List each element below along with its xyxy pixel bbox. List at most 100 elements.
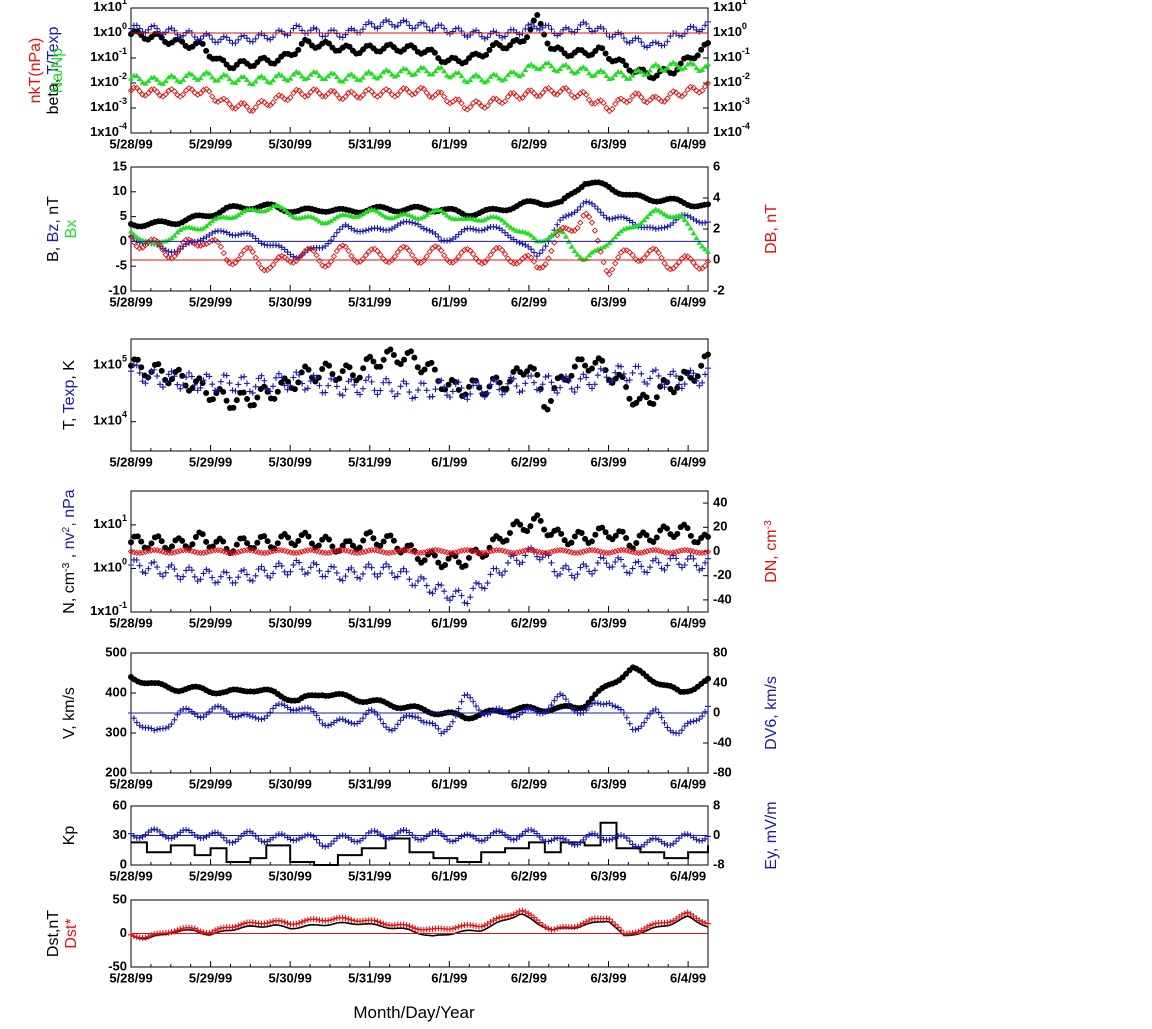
- data-point: [522, 706, 529, 713]
- data-point: [275, 560, 282, 567]
- y2-tick-label-kp-2: 8: [713, 797, 720, 812]
- data-point: [577, 564, 584, 571]
- data-point: [377, 226, 384, 233]
- data-point: [368, 564, 375, 571]
- data-point: [649, 63, 656, 69]
- data-point: [326, 536, 333, 543]
- data-point: [151, 366, 158, 373]
- data-point: [252, 104, 259, 111]
- data-point: [206, 70, 213, 76]
- data-point: [678, 213, 685, 219]
- data-point: [626, 97, 633, 104]
- data-point: [336, 391, 343, 398]
- data-point: [325, 917, 332, 924]
- data-point: [397, 87, 404, 95]
- y2-axis-label-bfield: DB, nT: [763, 204, 780, 254]
- data-point: [235, 713, 242, 720]
- data-point: [325, 90, 332, 97]
- data-point: [194, 713, 201, 720]
- data-point: [426, 227, 433, 234]
- x-tick-label-kp-4: 6/1/99: [431, 868, 467, 883]
- data-point: [568, 840, 575, 847]
- data-point: [473, 579, 480, 586]
- data-point: [620, 214, 627, 221]
- data-point: [206, 548, 213, 555]
- data-point: [168, 368, 175, 375]
- data-point: [661, 384, 668, 391]
- data-point: [530, 258, 538, 265]
- data-point: [261, 377, 268, 384]
- data-point: [397, 827, 404, 834]
- data-point: [612, 921, 619, 928]
- data-point: [165, 929, 172, 936]
- data-point: [409, 924, 416, 931]
- data-point: [658, 381, 665, 388]
- data-point: [287, 94, 294, 101]
- data-point: [702, 835, 709, 842]
- data-point: [481, 79, 488, 85]
- data-point: [211, 236, 219, 244]
- data-point: [252, 383, 259, 390]
- data-point: [507, 912, 514, 919]
- x-axis-title: Month/Day/Year: [353, 1003, 475, 1022]
- data-point: [362, 711, 369, 718]
- data-point: [261, 549, 268, 557]
- data-point: [252, 714, 259, 721]
- data-point: [362, 209, 369, 215]
- x-tick-label-temp-0: 5/28/99: [109, 454, 152, 469]
- data-point: [504, 913, 511, 920]
- data-point: [673, 838, 680, 845]
- data-point: [583, 20, 590, 27]
- data-point: [258, 97, 265, 104]
- data-point: [435, 725, 442, 732]
- data-point: [397, 383, 404, 390]
- y-tick-label-temp-1-base: 1x10: [93, 357, 122, 372]
- data-point: [359, 74, 366, 80]
- data-point: [458, 922, 465, 929]
- data-point: [374, 75, 381, 81]
- data-point: [684, 212, 691, 219]
- data-point: [582, 362, 589, 369]
- data-point: [214, 39, 221, 46]
- y2-axis-label-bfield-part-0: DB, nT: [763, 204, 780, 254]
- data-point: [411, 354, 418, 361]
- data-point: [368, 20, 375, 27]
- data-point: [675, 259, 683, 266]
- data-point: [249, 248, 256, 256]
- data-point: [179, 372, 186, 379]
- data-point: [588, 219, 596, 226]
- data-point: [551, 835, 558, 842]
- data-point: [383, 86, 390, 93]
- data-point: [661, 98, 668, 105]
- data-point: [455, 253, 462, 260]
- data-point: [531, 235, 538, 241]
- y2-tick-label-velocity-0: -80: [713, 764, 732, 779]
- x-tick-label-dst-0: 5/28/99: [109, 970, 152, 985]
- data-point: [209, 381, 216, 388]
- data-point: [701, 549, 709, 556]
- data-point: [304, 704, 311, 711]
- data-point: [359, 835, 366, 842]
- data-point: [599, 357, 606, 364]
- data-point: [307, 71, 314, 77]
- x-tick-label-kp-0: 5/28/99: [109, 868, 152, 883]
- data-point: [455, 231, 462, 238]
- data-point: [365, 547, 372, 554]
- data-point: [417, 836, 424, 843]
- data-point: [684, 525, 691, 532]
- data-point: [296, 835, 303, 842]
- y-axis-label2-dst: Dst*: [63, 918, 80, 948]
- data-point: [136, 25, 143, 32]
- data-point: [693, 87, 700, 94]
- data-point: [445, 381, 452, 388]
- y-tick-label-temp-1-exp: 5: [122, 354, 127, 364]
- data-point: [589, 249, 596, 255]
- data-point: [516, 73, 523, 79]
- data-point: [565, 226, 572, 233]
- data-point: [415, 714, 422, 721]
- data-point: [212, 579, 219, 586]
- data-point: [339, 577, 346, 584]
- data-point: [542, 373, 549, 380]
- data-point: [522, 547, 529, 554]
- data-point: [421, 557, 428, 564]
